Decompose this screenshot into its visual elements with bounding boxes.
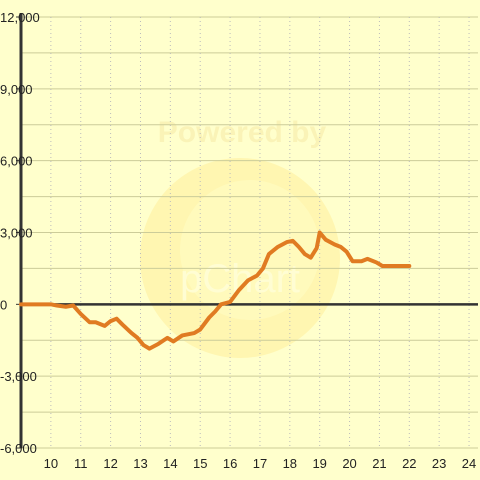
x-tick-label: 15 <box>193 456 207 471</box>
watermark-logo-icon <box>140 158 340 358</box>
x-tick-label: 21 <box>372 456 386 471</box>
x-tick-label: 20 <box>342 456 356 471</box>
watermark-text-top: Powered by <box>158 116 327 149</box>
x-tick-label: 22 <box>402 456 416 471</box>
x-tick-label: 18 <box>283 456 297 471</box>
y-tick-label: 9,000 <box>0 82 33 97</box>
x-tick-label: 16 <box>223 456 237 471</box>
y-tick-label: 12,000 <box>0 10 40 25</box>
series-line-0 <box>19 230 412 351</box>
watermark-text-bottom: pChart <box>180 257 300 301</box>
series-layer <box>19 230 412 351</box>
y-tick-label: -3,000 <box>0 369 37 384</box>
x-tick-label: 11 <box>74 456 88 471</box>
watermark-logo-inner-icon <box>180 180 320 320</box>
x-tick-label: 13 <box>133 456 147 471</box>
x-tick-label: 10 <box>44 456 58 471</box>
x-tick-label: 17 <box>253 456 267 471</box>
x-tick-label: 12 <box>103 456 117 471</box>
y-tick-label: -6,000 <box>0 441 37 456</box>
y-tick-label: 0 <box>0 297 7 312</box>
x-tick-label: 24 <box>462 456 476 471</box>
grid <box>21 16 478 449</box>
axes <box>16 13 478 449</box>
x-tick-label: 23 <box>432 456 446 471</box>
y-tick-label: 3,000 <box>0 226 33 241</box>
x-tick-label: 14 <box>163 456 177 471</box>
tick-labels: -6,000 -3,000 0 3,000 6,000 9,000 12,000 10 11 12… <box>0 10 476 471</box>
y-tick-label: 6,000 <box>0 154 33 169</box>
x-tick-label: 19 <box>312 456 326 471</box>
